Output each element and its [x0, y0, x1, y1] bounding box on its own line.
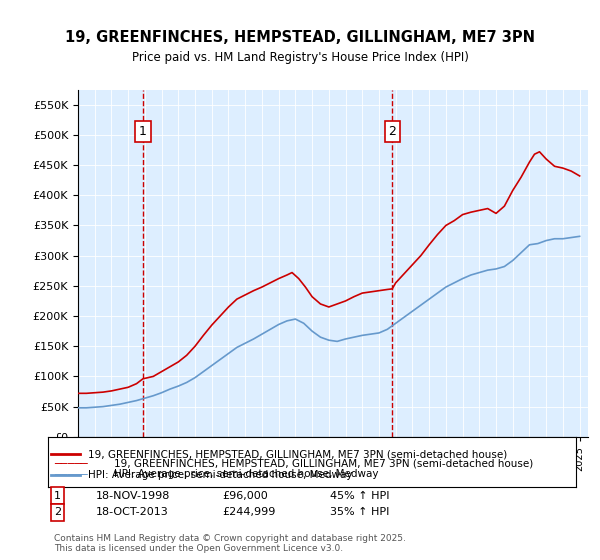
Text: Contains HM Land Registry data © Crown copyright and database right 2025.
This d: Contains HM Land Registry data © Crown c…	[54, 534, 406, 553]
Text: ─────: ─────	[54, 469, 88, 479]
Text: 1: 1	[54, 491, 61, 501]
Text: Price paid vs. HM Land Registry's House Price Index (HPI): Price paid vs. HM Land Registry's House …	[131, 52, 469, 64]
Text: 19, GREENFINCHES, HEMPSTEAD, GILLINGHAM, ME7 3PN (semi-detached house): 19, GREENFINCHES, HEMPSTEAD, GILLINGHAM,…	[114, 458, 533, 468]
Text: 45% ↑ HPI: 45% ↑ HPI	[330, 491, 389, 501]
Text: 18-NOV-1998: 18-NOV-1998	[96, 491, 170, 501]
Text: 35% ↑ HPI: 35% ↑ HPI	[330, 507, 389, 517]
Text: 19, GREENFINCHES, HEMPSTEAD, GILLINGHAM, ME7 3PN: 19, GREENFINCHES, HEMPSTEAD, GILLINGHAM,…	[65, 30, 535, 45]
Text: ─────: ─────	[54, 458, 88, 468]
Text: 1: 1	[139, 125, 147, 138]
Text: £244,999: £244,999	[222, 507, 275, 517]
Text: 18-OCT-2013: 18-OCT-2013	[96, 507, 169, 517]
Text: HPI: Average price, semi-detached house, Medway: HPI: Average price, semi-detached house,…	[114, 469, 379, 479]
Text: £96,000: £96,000	[222, 491, 268, 501]
Text: 2: 2	[388, 125, 396, 138]
Text: HPI: Average price, semi-detached house, Medway: HPI: Average price, semi-detached house,…	[88, 470, 352, 479]
Text: 2: 2	[54, 507, 61, 517]
Text: 19, GREENFINCHES, HEMPSTEAD, GILLINGHAM, ME7 3PN (semi-detached house): 19, GREENFINCHES, HEMPSTEAD, GILLINGHAM,…	[88, 450, 507, 459]
